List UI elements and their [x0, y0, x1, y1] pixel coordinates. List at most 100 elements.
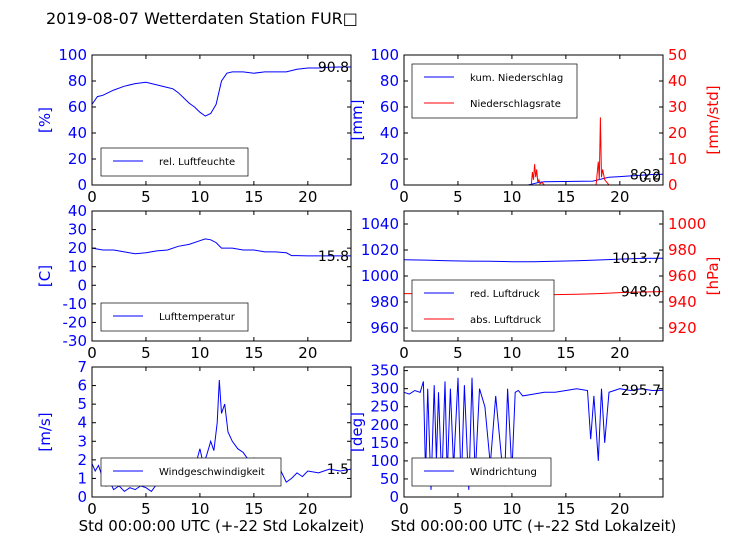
y-tick-label: 100: [58, 46, 87, 64]
y-tick-label: 0: [77, 276, 87, 294]
legend-label: abs. Luftdruck: [470, 315, 541, 326]
legend-box: [100, 147, 249, 177]
y-tick-label: 0: [77, 176, 87, 194]
y-right-tick-label: 0: [668, 176, 678, 194]
y-tick-label: -20: [63, 313, 88, 331]
legend-box: [411, 279, 555, 332]
y-tick-label: 250: [370, 398, 399, 416]
y-tick-label: 0: [389, 176, 399, 194]
legend-label: Windrichtung: [470, 467, 537, 478]
last-value-label: 295.7: [621, 383, 661, 399]
y-tick-label: 100: [370, 452, 399, 470]
y-tick-label: 0: [77, 488, 87, 506]
y-right-tick-label: 1000: [668, 215, 706, 233]
y-tick-label: 7: [77, 358, 87, 376]
legend-label: kum. Niederschlag: [470, 73, 563, 84]
series-line-pressure-0: [403, 257, 664, 263]
last-value-label: 1013.7: [612, 251, 661, 267]
y-right-tick-label: 30: [668, 98, 687, 116]
plot-frame: [403, 366, 664, 498]
y-axis-right-label: [hPa]: [704, 257, 722, 296]
y-tick-label: 350: [370, 362, 399, 380]
y-tick-label: 100: [370, 46, 399, 64]
y-tick-label: 80: [68, 72, 87, 90]
last-value-label: 15.8: [318, 249, 349, 265]
last-value-right-label: 948.0: [621, 285, 661, 301]
y-right-tick-label: 960: [668, 267, 697, 285]
last-value-label: 8.22: [630, 167, 661, 183]
legend-box: [100, 457, 282, 487]
last-value-label: 1.5: [327, 462, 349, 478]
x-tick-label: 10: [190, 500, 209, 518]
y-tick-label: 60: [68, 98, 87, 116]
y-axis-label: [C]: [36, 265, 54, 287]
series-line-temperature-0: [91, 238, 351, 257]
y-axis-label: [mm]: [348, 100, 366, 141]
x-tick-label: 5: [141, 344, 151, 362]
y-tick-label: 40: [68, 202, 87, 220]
legend-label: red. Luftdruck: [470, 289, 540, 300]
y-right-tick-label: 980: [668, 241, 697, 259]
y-tick-label: 6: [77, 377, 87, 395]
legend-box: [411, 457, 552, 487]
y-axis-label: [m/s]: [36, 412, 54, 451]
plot-frame: [91, 54, 352, 186]
x-tick-label: 10: [502, 188, 521, 206]
x-tick-label: 15: [244, 188, 263, 206]
x-tick-label: 15: [244, 500, 263, 518]
y-tick-label: -10: [63, 295, 88, 313]
x-tick-label: 15: [556, 344, 575, 362]
y-tick-label: 300: [370, 380, 399, 398]
x-tick-label: 0: [87, 188, 97, 206]
y-tick-label: 1000: [361, 267, 399, 285]
x-tick-label: 15: [556, 500, 575, 518]
panel-winddirection: 0 5 10 15 20050100150200250300350[deg]295.7W…: [348, 362, 676, 535]
y-tick-label: 0: [389, 488, 399, 506]
y-right-tick-label: 20: [668, 124, 687, 142]
y-tick-label: 20: [68, 150, 87, 168]
series-line-precipitation-1: [404, 117, 663, 186]
x-tick-label: 10: [502, 500, 521, 518]
y-tick-label: -30: [63, 332, 88, 350]
y-tick-label: 80: [380, 72, 399, 90]
x-tick-label: 20: [610, 500, 629, 518]
y-tick-label: 20: [68, 239, 87, 257]
x-tick-label: 10: [190, 188, 209, 206]
y-tick-label: 2: [77, 451, 87, 469]
x-axis-label: Std 00:00:00 UTC (+-22 Std Lokalzeit): [79, 517, 365, 535]
y-tick-label: 30: [68, 221, 87, 239]
panel-pressure: 0 5 10 15 20 960 980 1000 1020 1040 920 940 960 980 10…: [361, 210, 722, 362]
series-line-humidity-0: [91, 66, 351, 117]
panel-windspeed: 0 5 10 15 2001234567[m/s]1.5Windgeschwindigk…: [36, 358, 364, 535]
y-tick-label: 200: [370, 416, 399, 434]
x-tick-label: 15: [556, 188, 575, 206]
plot-frame: [403, 54, 664, 186]
legend-box: [100, 302, 249, 332]
x-tick-label: 0: [399, 344, 409, 362]
panel-humidity: 0 5 10 15 20 0 20 40 60 80 100 [%] 90.8 rel. Luftfeuc…: [36, 46, 352, 206]
x-tick-label: 10: [190, 344, 209, 362]
plot-frame: [91, 210, 352, 342]
y-tick-label: 10: [68, 258, 87, 276]
y-right-tick-label: 940: [668, 293, 697, 311]
y-right-tick-label: 920: [668, 319, 697, 337]
y-right-tick-label: 40: [668, 72, 687, 90]
x-tick-label: 0: [87, 344, 97, 362]
x-tick-label: 5: [453, 500, 463, 518]
y-tick-label: 4: [77, 414, 87, 432]
series-line-windspeed-0: [91, 379, 352, 493]
y-tick-label: 50: [380, 470, 399, 488]
x-tick-label: 5: [453, 344, 463, 362]
series-line-winddirection-0: [403, 377, 664, 490]
x-tick-label: 5: [141, 188, 151, 206]
legend-label: Windgeschwindigkeit: [159, 467, 265, 478]
y-tick-label: 150: [370, 434, 399, 452]
y-tick-label: 40: [68, 124, 87, 142]
x-tick-label: 0: [399, 188, 409, 206]
panel-precipitation: 0 5 10 15 20 0 20 40 60 80 100 0 10 20 30 40 50 [mm] [mm/s…: [348, 46, 722, 206]
x-tick-label: 15: [244, 344, 263, 362]
last-value-right-label: 0.0: [639, 170, 661, 186]
y-tick-label: 3: [77, 432, 87, 450]
x-tick-label: 20: [298, 188, 317, 206]
